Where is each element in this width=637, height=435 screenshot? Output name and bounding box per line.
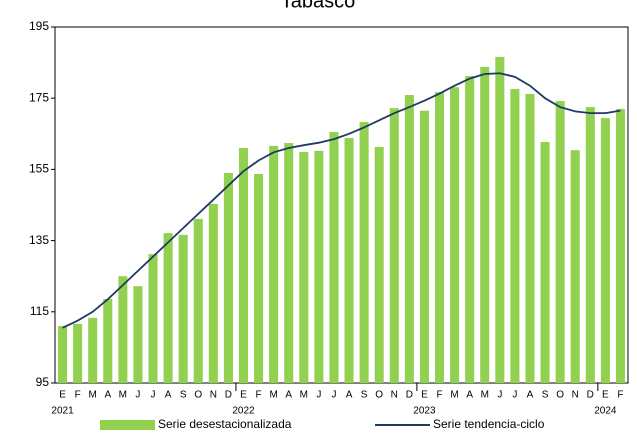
bar <box>495 56 505 384</box>
bar <box>58 326 68 383</box>
x-tick-label: F <box>617 390 623 401</box>
bar <box>88 317 98 383</box>
x-tick-label: D <box>406 390 413 401</box>
bar <box>510 88 520 383</box>
x-tick-label: A <box>527 390 534 401</box>
bar <box>585 107 595 383</box>
x-tick-label: M <box>119 390 127 401</box>
y-tick-label: 135 <box>29 233 49 247</box>
bar <box>615 108 625 383</box>
x-tick-label: N <box>572 390 579 401</box>
bar <box>465 76 475 384</box>
x-tick-label: J <box>497 390 502 401</box>
x-tick-label: A <box>466 390 473 401</box>
bar <box>193 218 203 383</box>
bar <box>344 138 354 383</box>
bar <box>374 146 384 383</box>
bar <box>359 122 369 383</box>
legend-label: Serie desestacionalizada <box>158 417 292 431</box>
y-tick-label: 95 <box>36 375 50 389</box>
bar <box>540 141 550 383</box>
bar <box>404 94 414 383</box>
bar <box>178 234 188 383</box>
x-tick-label: A <box>104 390 111 401</box>
bar <box>254 174 264 383</box>
y-tick-label: 175 <box>29 90 49 104</box>
x-tick-label: S <box>180 390 187 401</box>
bar <box>73 323 83 383</box>
bar <box>480 66 490 383</box>
x-tick-label: J <box>316 390 321 401</box>
x-tick-label: J <box>331 390 336 401</box>
x-tick-label: O <box>556 390 564 401</box>
x-tick-label: N <box>210 390 217 401</box>
year-label: 2022 <box>232 406 255 417</box>
chart-title: Tabasco <box>281 0 356 12</box>
x-tick-label: F <box>436 390 442 401</box>
x-tick-label: A <box>346 390 353 401</box>
plot-frame <box>54 26 629 384</box>
x-tick-label: S <box>542 390 549 401</box>
legend-swatch <box>100 420 155 430</box>
bar <box>555 101 565 383</box>
y-tick-label: 155 <box>29 162 49 176</box>
x-tick-label: M <box>450 390 458 401</box>
bar <box>419 110 429 383</box>
bar <box>238 148 249 383</box>
x-tick-label: F <box>75 390 81 401</box>
x-tick-label: F <box>256 390 262 401</box>
bar <box>525 93 535 383</box>
bar <box>450 87 460 383</box>
bar <box>163 233 173 383</box>
year-label: 2024 <box>594 406 617 417</box>
x-tick-label: S <box>361 390 368 401</box>
bar <box>329 132 339 383</box>
x-tick-label: E <box>59 390 66 401</box>
bar <box>269 145 279 383</box>
bar <box>299 151 309 383</box>
bar <box>223 172 233 383</box>
legend-label: Serie tendencia-ciclo <box>433 417 545 431</box>
x-tick-label: E <box>421 390 428 401</box>
bar <box>389 108 399 383</box>
x-tick-label: A <box>285 390 292 401</box>
x-tick-label: D <box>587 390 594 401</box>
x-tick-label: J <box>135 390 140 401</box>
x-tick-label: J <box>151 390 156 401</box>
bar <box>148 254 158 383</box>
bar <box>434 92 445 383</box>
bar <box>118 276 128 383</box>
x-tick-label: M <box>300 390 308 401</box>
x-tick-label: M <box>481 390 489 401</box>
x-tick-label: A <box>165 390 172 401</box>
x-tick-label: M <box>269 390 277 401</box>
x-tick-label: O <box>375 390 383 401</box>
x-tick-label: D <box>225 390 232 401</box>
x-tick-label: O <box>194 390 202 401</box>
y-tick-label: 195 <box>29 19 49 33</box>
bar <box>600 118 610 384</box>
x-tick-label: E <box>602 390 609 401</box>
bar <box>208 203 218 383</box>
y-tick-label: 115 <box>30 304 49 318</box>
trend-line <box>62 72 621 329</box>
year-label: 2023 <box>413 406 436 417</box>
year-label: 2021 <box>51 406 74 417</box>
x-tick-label: J <box>512 390 517 401</box>
x-tick-label: M <box>89 390 97 401</box>
x-tick-label: E <box>240 390 247 401</box>
bar <box>314 150 324 383</box>
bar <box>103 298 113 383</box>
bar <box>133 286 143 383</box>
bar <box>570 150 580 383</box>
x-tick-label: N <box>391 390 398 401</box>
bar <box>284 143 294 383</box>
